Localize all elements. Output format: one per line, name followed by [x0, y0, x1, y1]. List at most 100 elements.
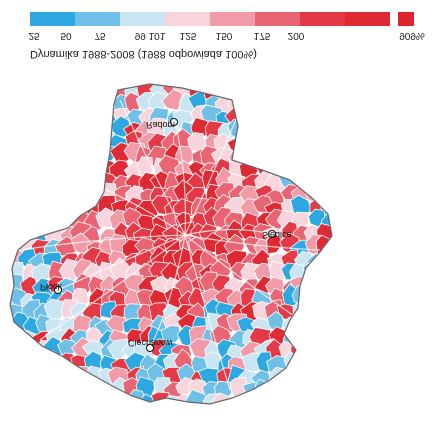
municipality-cell	[255, 109, 279, 130]
municipality-cell	[10, 143, 27, 167]
municipality-cell	[47, 390, 65, 404]
municipality-cell	[19, 84, 44, 105]
municipality-cell	[43, 121, 67, 140]
municipality-cell	[318, 106, 332, 131]
municipality-cell	[84, 84, 108, 102]
municipality-cell	[291, 392, 310, 404]
municipality-cell	[279, 90, 303, 115]
municipality-cell	[46, 133, 68, 157]
municipality-cell	[202, 84, 225, 90]
municipality-cell	[161, 88, 183, 111]
municipality-cell	[10, 120, 14, 141]
road-line	[184, 109, 241, 236]
municipality-cell	[320, 248, 332, 273]
municipality-cell	[70, 107, 96, 128]
municipality-cell	[10, 93, 17, 116]
municipality-cell	[304, 352, 328, 374]
municipality-cell	[31, 172, 53, 194]
municipality-cell	[292, 130, 313, 153]
municipality-cell	[321, 287, 332, 308]
municipality-cell	[30, 84, 52, 89]
municipality-cell	[18, 184, 38, 207]
municipality-cell	[73, 381, 96, 400]
road-line	[184, 234, 321, 251]
municipality-cell	[81, 393, 104, 404]
municipality-cell	[47, 200, 68, 223]
municipality-cell	[70, 130, 89, 152]
city-marker-radom	[170, 118, 178, 126]
municipality-cell	[290, 144, 315, 166]
municipality-cell	[306, 172, 327, 198]
legend-swatch	[345, 12, 390, 26]
city-label-plock: Płock	[40, 282, 63, 292]
municipality-cell	[45, 144, 67, 167]
municipality-cell	[267, 84, 288, 88]
municipality-cell	[290, 337, 311, 362]
municipality-cell	[321, 262, 332, 284]
municipality-cell	[292, 115, 314, 139]
municipality-cell	[175, 84, 198, 85]
municipality-cell	[295, 325, 317, 346]
municipality-cell	[243, 144, 264, 165]
municipality-cell	[239, 84, 263, 106]
municipality-cell	[267, 133, 292, 155]
municipality-cell	[10, 144, 11, 164]
municipality-cell	[60, 117, 83, 140]
municipality-cell	[289, 365, 313, 389]
municipality-cell	[42, 159, 64, 182]
municipality-cell	[264, 84, 286, 102]
municipality-cell	[257, 84, 276, 103]
legend-swatch	[210, 12, 255, 26]
municipality-cell	[317, 338, 332, 359]
municipality-cell	[161, 84, 182, 85]
municipality-cell	[319, 172, 332, 192]
legend-swatch	[255, 12, 300, 26]
municipality-cell	[22, 134, 43, 157]
municipality-cell	[72, 84, 96, 89]
municipality-cell	[10, 210, 27, 232]
municipality-cell	[289, 376, 312, 400]
legend-swatch	[165, 12, 210, 26]
municipality-cell	[302, 261, 323, 281]
municipality-cell	[10, 210, 13, 233]
municipality-cell	[301, 384, 323, 404]
road-line	[39, 234, 186, 341]
municipality-cell	[73, 390, 95, 404]
municipality-cell	[10, 182, 14, 203]
municipality-cell	[226, 84, 248, 102]
municipality-cell	[10, 250, 14, 268]
municipality-cell	[189, 84, 210, 91]
municipality-cell	[10, 84, 29, 88]
municipality-cell	[278, 376, 300, 399]
municipality-cell	[292, 302, 315, 323]
municipality-cell	[264, 394, 287, 404]
municipality-cell	[10, 196, 26, 215]
municipality-cell	[317, 93, 332, 117]
municipality-cell	[10, 129, 29, 151]
municipality-cell	[278, 131, 299, 152]
municipality-cell	[249, 91, 275, 114]
municipality-cell	[83, 154, 105, 179]
municipality-cell	[10, 84, 14, 102]
legend-max-swatch	[398, 12, 414, 26]
municipality-cell	[241, 391, 259, 404]
municipality-cell	[86, 173, 107, 193]
municipality-cell	[313, 186, 332, 206]
municipality-cell	[308, 84, 326, 101]
municipality-cell	[321, 391, 332, 404]
municipality-cell	[279, 160, 301, 179]
municipality-cell	[242, 84, 265, 86]
legend-swatch	[75, 12, 120, 26]
municipality-cell	[56, 390, 78, 404]
municipality-cell	[305, 84, 326, 87]
municipality-cell	[267, 108, 289, 131]
municipality-cell	[10, 123, 31, 142]
municipality-cell	[84, 120, 105, 139]
municipality-cell	[72, 84, 92, 98]
municipality-cell	[10, 352, 14, 374]
municipality-cell	[303, 300, 325, 324]
municipality-cell	[73, 172, 95, 196]
municipality-cell	[28, 381, 54, 400]
municipality-cell	[277, 84, 302, 92]
municipality-cell	[280, 102, 302, 127]
